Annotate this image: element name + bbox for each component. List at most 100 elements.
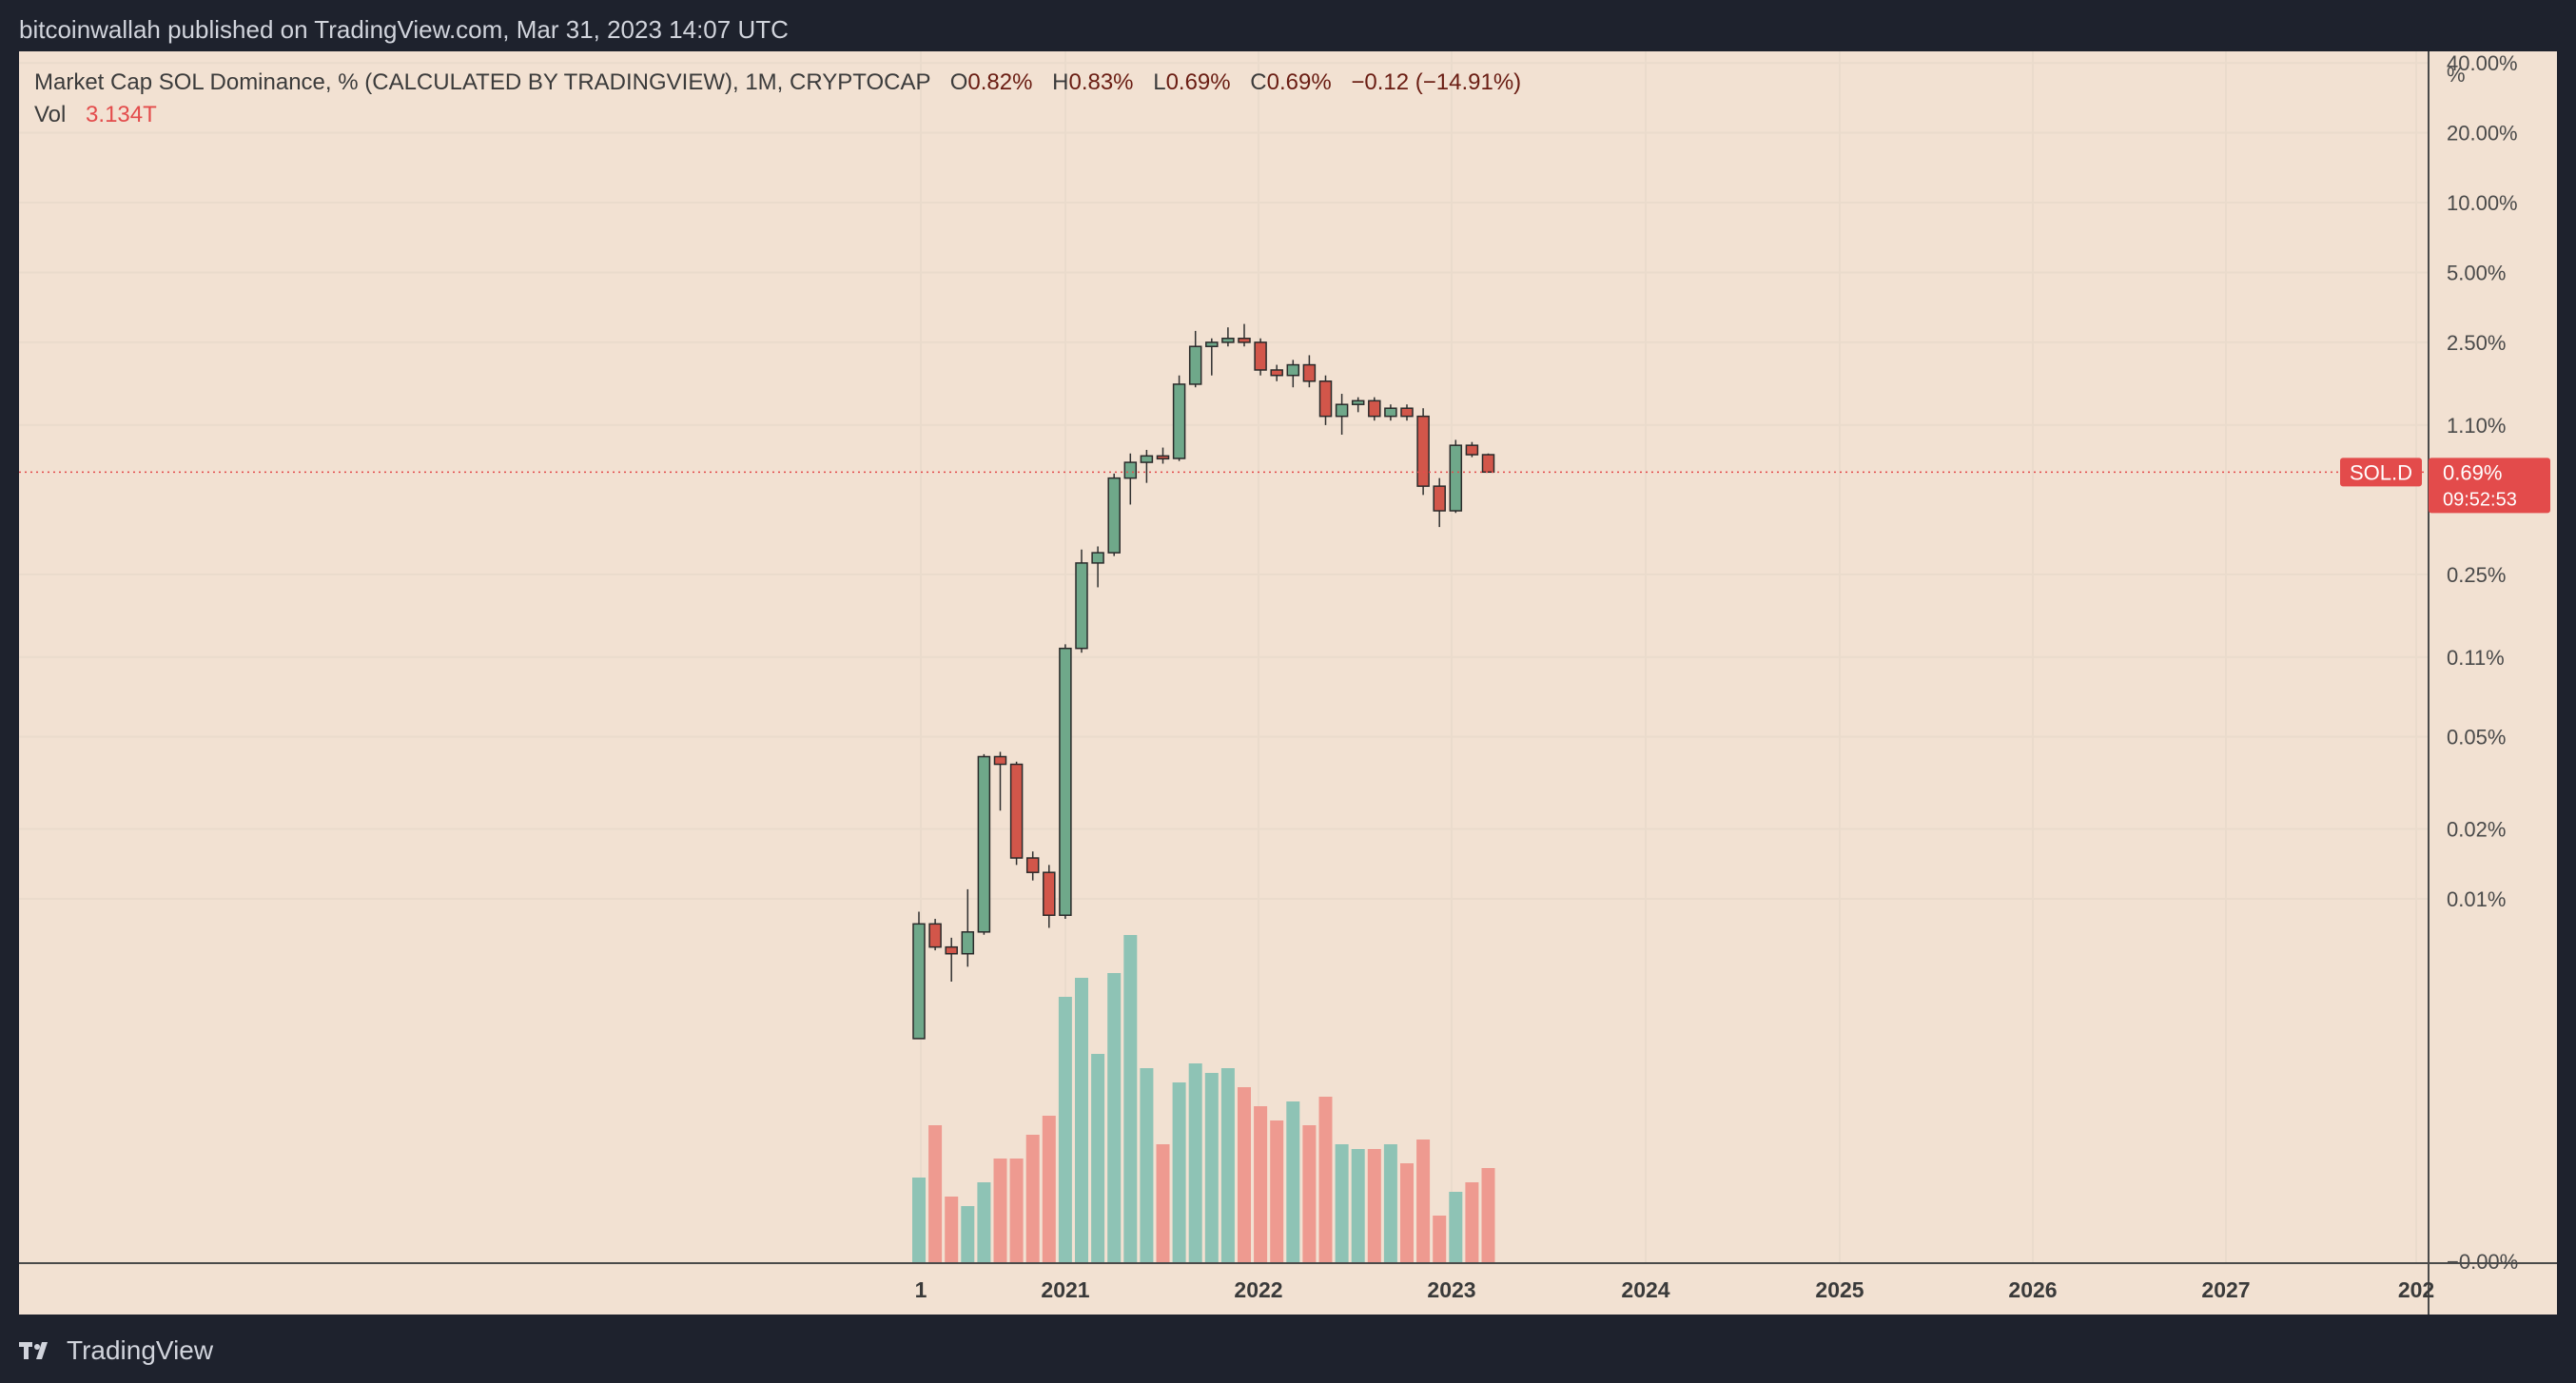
candle: [1140, 449, 1154, 483]
price-tick-label: 0.25%: [2447, 563, 2506, 587]
candle-body: [1368, 399, 1381, 418]
time-tick-label: 2024: [1621, 1277, 1669, 1302]
volume-bar: [1042, 1116, 1056, 1263]
candle: [1433, 477, 1446, 528]
candle: [1075, 549, 1088, 653]
price-scale-unit: %: [2447, 63, 2466, 87]
low-value: 0.69%: [1165, 69, 1231, 95]
volume-bar: [1220, 1068, 1235, 1263]
candle-body: [1416, 415, 1430, 487]
high-value: 0.83%: [1068, 69, 1134, 95]
candle-body: [1270, 369, 1283, 377]
candle-body: [1043, 871, 1056, 916]
volume-bar: [1009, 1159, 1024, 1263]
time-tick-label: 2027: [2201, 1277, 2250, 1302]
candle: [1043, 865, 1056, 928]
volume-bar: [1270, 1120, 1284, 1263]
candle: [928, 919, 942, 951]
candle: [1238, 323, 1251, 347]
candle: [1221, 327, 1235, 347]
volume-bar: [1286, 1101, 1300, 1263]
volume-bar: [1025, 1135, 1040, 1263]
price-chart[interactable]: % 160.00%80.00%40.00%20.00%10.00%5.00%2.…: [19, 51, 2557, 1315]
candle: [1156, 447, 1170, 464]
candle: [1059, 644, 1072, 920]
footer-brand[interactable]: TradingView: [19, 1332, 213, 1370]
candle-body: [945, 945, 958, 955]
candle-body: [1384, 407, 1397, 418]
published-text: bitcoinwallah published on TradingView.c…: [19, 15, 789, 44]
volume-bar: [977, 1182, 991, 1263]
open-value: 0.82%: [967, 69, 1033, 95]
candle: [1335, 394, 1349, 435]
price-scale[interactable]: % 160.00%80.00%40.00%20.00%10.00%5.00%2.…: [2340, 51, 2550, 1315]
candle: [1368, 397, 1381, 421]
price-scale-ticks: 160.00%80.00%40.00%20.00%10.00%5.00%2.50…: [2447, 51, 2518, 911]
candle: [1286, 360, 1300, 388]
chart-area[interactable]: % 160.00%80.00%40.00%20.00%10.00%5.00%2.…: [19, 51, 2557, 1315]
candle-body: [1286, 363, 1300, 377]
volume-bar: [1140, 1068, 1154, 1263]
candle: [1172, 375, 1186, 461]
last-price-label: 0.69%: [2443, 460, 2502, 484]
volume-bar: [1238, 1087, 1251, 1263]
tradingview-logo-icon: [19, 1342, 48, 1359]
price-tick-label: 1.10%: [2447, 414, 2506, 438]
time-tick-label: 202: [2398, 1277, 2434, 1302]
candle-body: [1465, 444, 1479, 456]
time-tick-label: 2022: [1234, 1277, 1282, 1302]
candle: [961, 888, 975, 967]
low-label: L: [1153, 69, 1166, 95]
candle: [1400, 404, 1414, 421]
candle-body: [1172, 383, 1186, 459]
symbol-title: Market Cap SOL Dominance, % (CALCULATED …: [34, 69, 931, 95]
open-label: O: [949, 69, 968, 95]
candle-body: [1188, 345, 1202, 385]
volume-bar: [945, 1197, 959, 1263]
candle: [912, 911, 926, 1040]
high-label: H: [1052, 69, 1069, 95]
price-tag-bg: [2429, 458, 2550, 514]
candle: [1465, 441, 1479, 458]
candle: [1123, 453, 1138, 505]
candle-body: [1091, 552, 1104, 564]
volume-bar: [928, 1125, 943, 1263]
candle: [993, 751, 1007, 811]
price-tick-label: 0.01%: [2447, 887, 2506, 911]
candle-body: [1400, 407, 1414, 418]
volume-bar: [1302, 1125, 1317, 1263]
candle: [1351, 397, 1365, 413]
candle-body: [912, 923, 926, 1040]
volume-bar: [1351, 1149, 1365, 1263]
volume-bar: [1058, 997, 1072, 1263]
candle-body: [1302, 363, 1317, 382]
candle-body: [1123, 461, 1138, 479]
price-tick-label: 0.05%: [2447, 725, 2506, 749]
candle-body: [993, 755, 1007, 766]
price-tick-label: 10.00%: [2447, 191, 2518, 215]
candle-body: [1059, 647, 1072, 916]
candle-body: [1025, 857, 1040, 873]
candle: [945, 937, 958, 982]
candle-body: [961, 931, 975, 955]
volume-bar: [1335, 1144, 1349, 1263]
volume-bar: [1433, 1216, 1447, 1263]
candle: [1270, 364, 1283, 381]
published-caption: bitcoinwallah published on TradingView.c…: [19, 13, 789, 46]
candle: [1302, 355, 1317, 388]
volume-bar: [912, 1178, 926, 1263]
candle-body: [1205, 341, 1219, 347]
candle-body: [1221, 337, 1235, 343]
volume-label: Vol: [34, 102, 67, 127]
candle-body: [1075, 562, 1088, 650]
candle: [1205, 338, 1219, 376]
volume-bar: [1367, 1149, 1381, 1263]
candle-body: [928, 923, 942, 948]
time-scale[interactable]: 1 2021 2022 2023 2024 2025 2026 2027 202: [19, 1262, 2557, 1302]
time-tick-label: 2025: [1815, 1277, 1864, 1302]
volume-bar: [1400, 1163, 1414, 1263]
candle: [1009, 761, 1024, 866]
price-tick-label: 5.00%: [2447, 261, 2506, 284]
chart-legend: Market Cap SOL Dominance, % (CALCULATED …: [34, 67, 1521, 131]
volume-bar: [1449, 1192, 1463, 1263]
